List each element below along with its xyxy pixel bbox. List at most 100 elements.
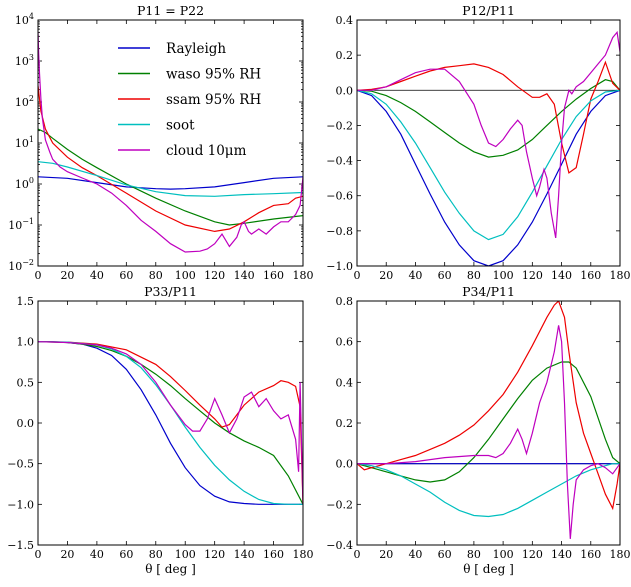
y-tick-exponent: −1: [22, 217, 34, 226]
panel-title: P34/P11: [462, 284, 515, 299]
x-tick-label: 160: [263, 548, 284, 561]
x-tick-label: 120: [204, 269, 225, 282]
panel-title: P12/P11: [462, 3, 515, 18]
y-tick-exponent: −2: [22, 258, 34, 267]
x-tick-label: 160: [263, 269, 284, 282]
y-tick-label: 100: [15, 176, 34, 191]
series-line-cloud: [357, 325, 620, 539]
x-axis-label: θ [ deg ]: [463, 562, 514, 576]
y-tick-label: 0.2: [336, 417, 354, 430]
y-tick-label: 10−1: [8, 217, 34, 232]
panel-3: P33/P11 0 20 40 60 80 100 120 140 160 180 −1.5 −1.0 −…: [7, 284, 313, 576]
y-tick-exponent: 4: [29, 12, 34, 21]
y-tick-label: 0.0: [336, 84, 354, 97]
legend: Rayleigh waso 95% RH ssam 95% RH soot cloud …: [118, 41, 261, 159]
x-tick-label: 80: [467, 269, 481, 282]
x-tick-label: 20: [379, 548, 393, 561]
y-tick-exponent: 2: [29, 94, 34, 103]
x-tick-label: 160: [580, 269, 601, 282]
series-line-ssam: [38, 85, 303, 233]
panel-4: P34/P11 0 20 40 60 80 100 120 140 160 180 −0.4 −0.2 0…: [326, 284, 630, 576]
legend-label: waso 95% RH: [166, 67, 261, 83]
plot-frame: [37, 300, 304, 546]
x-tick-label: 80: [149, 548, 163, 561]
y-tick-exponent: 3: [29, 53, 34, 62]
x-tick-label: 160: [580, 548, 601, 561]
y-tick-label: 0.4: [336, 14, 354, 27]
series-group: [38, 341, 303, 505]
x-tick-label: 20: [60, 269, 74, 282]
x-tick-label: 40: [90, 269, 104, 282]
legend-label: cloud 10μm: [166, 143, 247, 159]
series-group: [357, 30, 620, 266]
legend-label: soot: [166, 118, 195, 134]
x-tick-label: 40: [408, 269, 422, 282]
panel-title: P11 = P22: [137, 3, 204, 18]
x-tick-label: 60: [438, 548, 452, 561]
series-line-soot: [357, 89, 620, 241]
x-tick-label: 0: [35, 548, 42, 561]
series-line-cloud: [38, 341, 303, 505]
x-tick-label: 60: [119, 548, 133, 561]
x-tick-label: 120: [204, 548, 225, 561]
x-tick-label: 0: [354, 548, 361, 561]
series-line-soot: [357, 463, 620, 518]
y-tick-label: 0.0: [336, 458, 354, 471]
y-tick-label: −1.0: [7, 498, 34, 511]
x-tick-label: 60: [438, 269, 452, 282]
series-line-cloud: [38, 32, 303, 253]
plot-frame: [356, 300, 621, 546]
y-tick-label: 104: [15, 12, 34, 27]
series-line-soot: [38, 341, 303, 505]
y-tick-label: −0.8: [326, 225, 353, 238]
y-tick-label: −0.6: [326, 190, 353, 203]
y-tick-base: 10: [8, 260, 22, 273]
y-tick-label: 0.5: [17, 376, 35, 389]
x-tick-label: 100: [175, 548, 196, 561]
x-tick-label: 100: [493, 269, 514, 282]
x-tick-label: 40: [90, 548, 104, 561]
x-tick-label: 100: [493, 548, 514, 561]
y-tick-base: 10: [15, 55, 29, 68]
y-tick-label: −0.2: [326, 119, 353, 132]
x-tick-label: 180: [610, 548, 631, 561]
x-tick-label: 180: [293, 269, 314, 282]
series-line-cloud: [357, 30, 620, 239]
y-tick-label: 1.0: [17, 336, 35, 349]
y-tick-label: −0.4: [326, 155, 353, 168]
y-tick-label: 0.8: [336, 295, 354, 308]
x-tick-label: 0: [354, 269, 361, 282]
x-tick-label: 100: [175, 269, 196, 282]
legend-label: Rayleigh: [166, 41, 226, 57]
plot-frame: [356, 19, 621, 267]
series-line-waso: [357, 361, 620, 483]
series-line-waso: [38, 341, 303, 505]
x-tick-label: 120: [522, 548, 543, 561]
x-tick-label: 120: [522, 269, 543, 282]
x-tick-label: 180: [610, 269, 631, 282]
plot-frame: [37, 19, 304, 267]
x-tick-label: 20: [379, 269, 393, 282]
x-tick-label: 80: [149, 269, 163, 282]
y-tick-label: −0.5: [7, 458, 34, 471]
x-tick-label: 140: [551, 269, 572, 282]
y-tick-label: 10−2: [8, 258, 34, 273]
y-tick-label: 0.4: [336, 376, 354, 389]
y-tick-base: 10: [15, 96, 29, 109]
y-tick-label: −1.0: [326, 260, 353, 273]
series-line-ssam: [38, 341, 303, 505]
x-tick-label: 180: [293, 548, 314, 561]
y-tick-label: −0.4: [326, 539, 353, 552]
x-tick-label: 80: [467, 548, 481, 561]
y-tick-label: −0.2: [326, 498, 353, 511]
y-tick-base: 10: [15, 14, 29, 27]
y-tick-label: 0.6: [336, 336, 354, 349]
legend-label: ssam 95% RH: [166, 92, 261, 108]
series-group: [38, 32, 303, 253]
x-tick-label: 140: [234, 548, 255, 561]
series-line-waso: [357, 79, 620, 158]
y-tick-label: 1.5: [17, 295, 35, 308]
series-line-soot: [38, 161, 303, 197]
